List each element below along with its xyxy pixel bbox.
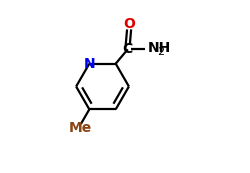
Text: Me: Me [68, 121, 91, 135]
Text: O: O [123, 17, 134, 31]
Text: 2: 2 [157, 47, 164, 57]
Text: NH: NH [148, 42, 171, 56]
Text: C: C [122, 42, 132, 56]
Text: N: N [83, 57, 95, 71]
